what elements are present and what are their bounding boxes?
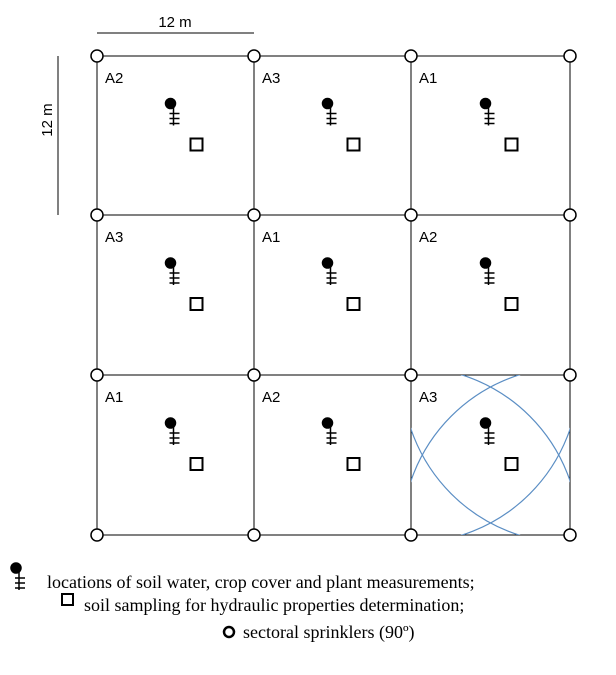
plot-label: A1 bbox=[105, 389, 123, 406]
legend: locations of soil water, crop cover and … bbox=[10, 562, 475, 643]
sampling-point bbox=[189, 137, 204, 152]
plot-label: A2 bbox=[419, 229, 437, 246]
probe-icon bbox=[164, 97, 180, 126]
plot-label: A3 bbox=[105, 229, 123, 246]
sprinkler bbox=[90, 208, 104, 222]
sprinkler bbox=[404, 528, 418, 542]
probe-icon bbox=[479, 257, 495, 285]
plot-cell bbox=[410, 374, 571, 536]
sampling-point bbox=[346, 297, 361, 311]
sprinkler bbox=[563, 49, 577, 63]
sampling-point bbox=[504, 297, 519, 311]
probe-icon bbox=[479, 97, 495, 126]
plot-label: A1 bbox=[262, 229, 280, 246]
sprinkler bbox=[563, 368, 577, 382]
sampling-icon bbox=[61, 593, 74, 606]
sprinkler bbox=[90, 368, 104, 382]
sprinkler bbox=[247, 368, 261, 382]
sprinkler bbox=[247, 528, 261, 542]
scale-label: 12 m bbox=[39, 103, 56, 136]
probe-icon bbox=[10, 562, 25, 590]
sprinkler bbox=[563, 528, 577, 542]
sprinkler-icon bbox=[222, 625, 236, 639]
sampling-point bbox=[189, 297, 204, 311]
probe-icon bbox=[321, 257, 337, 285]
sprinkler bbox=[90, 528, 104, 542]
plot-label: A1 bbox=[419, 70, 437, 87]
probe-icon bbox=[479, 417, 495, 445]
sprinkler bbox=[247, 208, 261, 222]
sampling-point bbox=[346, 137, 361, 152]
legend-text: locations of soil water, crop cover and … bbox=[47, 572, 475, 592]
sprinkler bbox=[404, 368, 418, 382]
sprinklers bbox=[90, 49, 577, 542]
sprinkler bbox=[404, 208, 418, 222]
legend-text: soil sampling for hydraulic properties d… bbox=[84, 595, 464, 615]
legend-text: sectoral sprinklers (90º) bbox=[243, 622, 415, 643]
probe-icon bbox=[321, 417, 337, 445]
sprinkler bbox=[247, 49, 261, 63]
probe-icon bbox=[164, 417, 180, 445]
sampling-point bbox=[504, 457, 519, 471]
plot-label: A3 bbox=[262, 70, 280, 87]
plot-label: A3 bbox=[419, 389, 437, 406]
probe-icon bbox=[164, 257, 180, 285]
sampling-point bbox=[189, 457, 204, 471]
sampling-point bbox=[504, 137, 519, 152]
sampling-point bbox=[346, 457, 361, 471]
sprinkler bbox=[90, 49, 104, 63]
coverage-arc bbox=[411, 375, 521, 483]
sprinkler bbox=[563, 208, 577, 222]
sprinkler bbox=[404, 49, 418, 63]
probe-icon bbox=[321, 97, 337, 126]
plot-label: A2 bbox=[105, 70, 123, 87]
scale-label: 12 m bbox=[158, 14, 191, 31]
plot-label: A2 bbox=[262, 389, 280, 406]
plot-grid: A2 A3 A1 A3 A1 A2 A1 A2 A3 bbox=[96, 55, 571, 536]
